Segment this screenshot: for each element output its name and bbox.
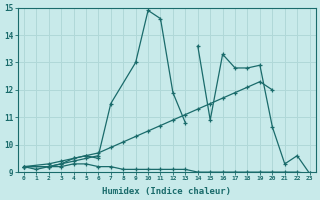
X-axis label: Humidex (Indice chaleur): Humidex (Indice chaleur) — [102, 187, 231, 196]
